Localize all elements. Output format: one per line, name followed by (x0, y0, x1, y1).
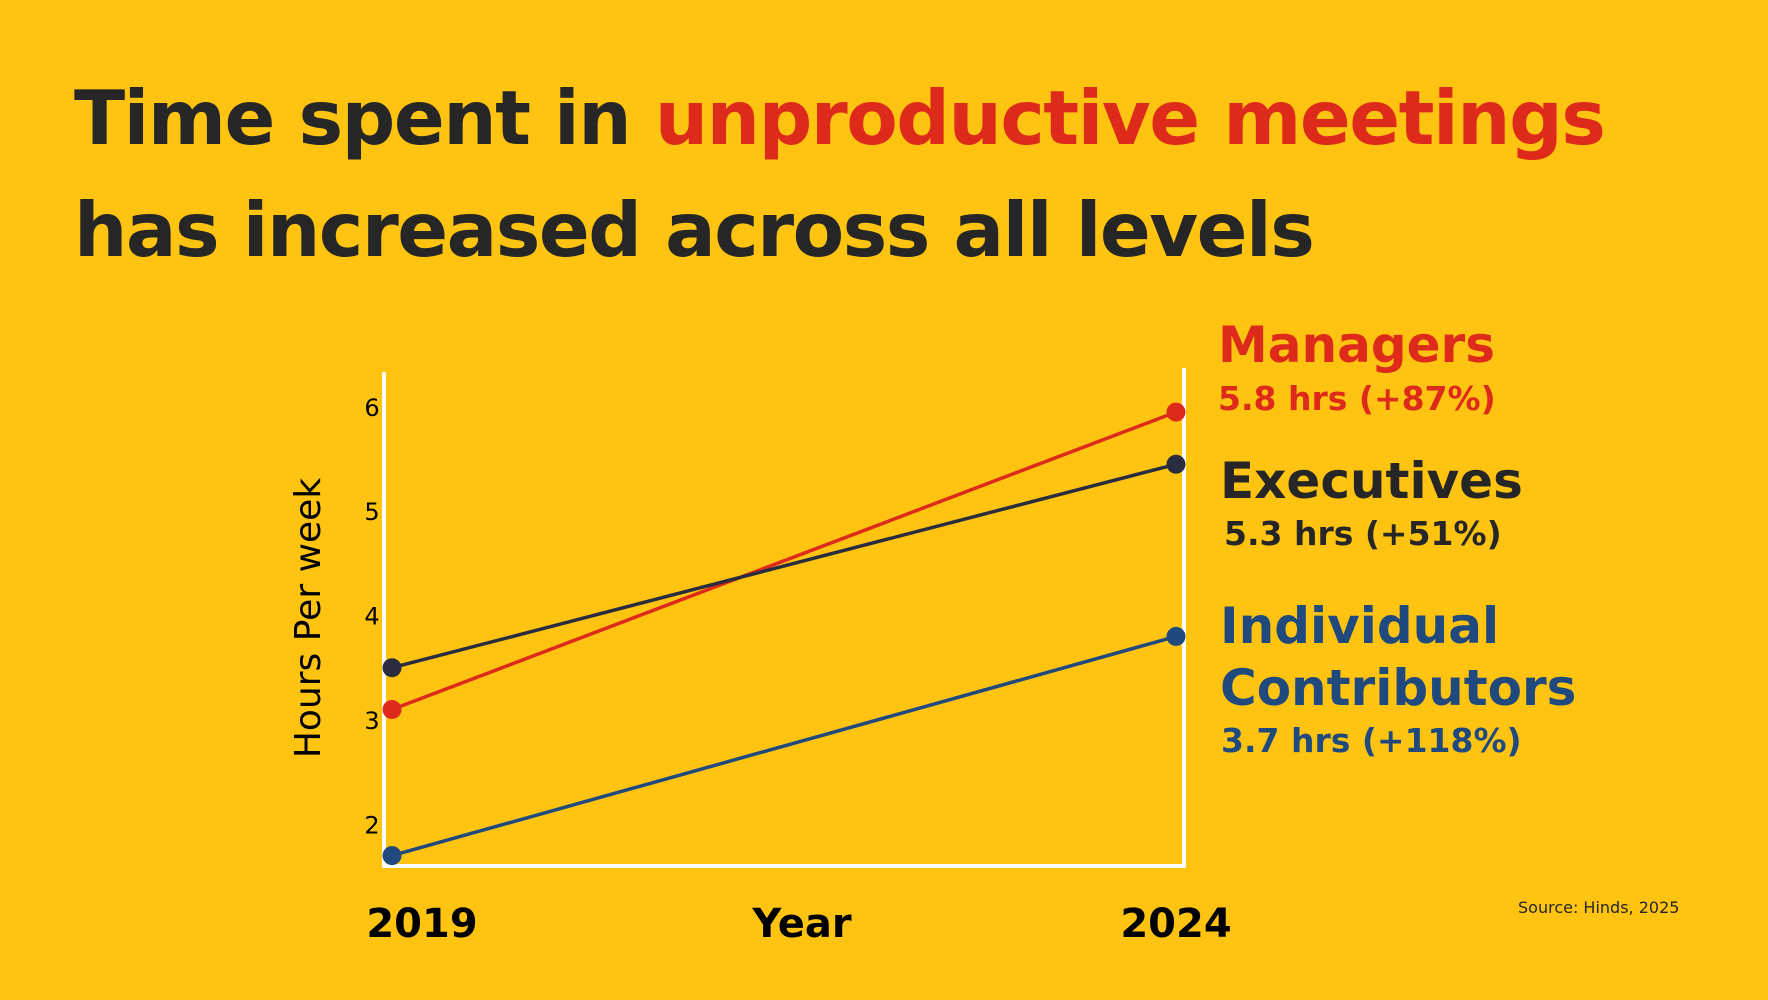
series-points (382, 402, 1186, 866)
x-tick-label: 2019 (366, 901, 477, 947)
data-point-executives-2024 (1166, 454, 1186, 474)
x-axis-label: Year (751, 901, 851, 947)
legend-managers-name: Managers (1218, 316, 1495, 374)
title-prefix: Time spent in (74, 74, 632, 162)
page-title: Time spent in unproductive meetings has … (74, 62, 1606, 286)
title-line-2: has increased across all levels (74, 186, 1315, 274)
data-point-individual_contributors-2024 (1166, 626, 1186, 646)
y-tick-label: 3 (364, 707, 379, 735)
y-axis-ticks: 2 3 4 5 6 (364, 394, 379, 839)
data-point-managers-2024 (1166, 402, 1186, 422)
legend-individual-contributors-detail: 3.7 hrs (+118%) (1221, 721, 1522, 760)
x-axis-ticks: 2019 2024 (366, 901, 1231, 947)
data-point-executives-2019 (382, 658, 402, 678)
legend-individual-contributors-name-line-2: Contributors (1220, 659, 1576, 717)
series-line-individual_contributors (391, 634, 1177, 858)
y-tick-label: 2 (364, 811, 379, 839)
legend-managers: Managers 5.8 hrs (+87%) (1218, 316, 1496, 418)
series-lines (391, 410, 1177, 858)
data-point-managers-2019 (382, 699, 402, 719)
y-tick-label: 5 (364, 498, 379, 526)
legend-executives-name: Executives (1220, 452, 1523, 510)
y-tick-label: 4 (364, 603, 379, 631)
y-axis-label: Hours Per week (288, 478, 329, 758)
y-tick-label: 6 (364, 394, 379, 422)
x-tick-label: 2024 (1120, 901, 1231, 947)
legend-executives-detail: 5.3 hrs (+51%) (1224, 514, 1502, 553)
data-point-individual_contributors-2019 (382, 846, 402, 866)
series-line-managers (391, 410, 1177, 712)
title-highlight: unproductive meetings (654, 74, 1606, 162)
legend-executives: Executives 5.3 hrs (+51%) (1220, 452, 1523, 553)
legend-managers-detail: 5.8 hrs (+87%) (1218, 379, 1496, 418)
legend-individual-contributors: Individual Contributors 3.7 hrs (+118%) (1220, 597, 1576, 760)
source-note: Source: Hinds, 2025 (1518, 898, 1680, 917)
legend-individual-contributors-name-line-1: Individual (1220, 597, 1499, 655)
series-line-executives (391, 462, 1177, 670)
